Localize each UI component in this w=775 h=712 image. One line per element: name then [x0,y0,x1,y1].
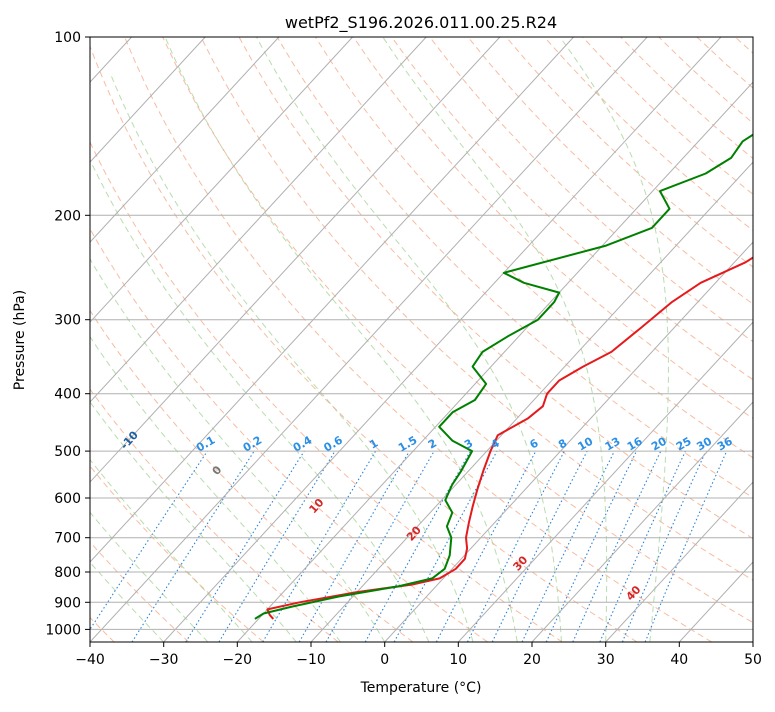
y-axis-label: Pressure (hPa) [12,290,28,390]
x-tick-label: −40 [75,652,105,668]
x-tick-label: 20 [523,652,541,668]
chart-title: wetPf2_S196.2026.011.00.25.R24 [285,13,557,33]
x-tick-label: −30 [149,652,179,668]
y-tick-label: 900 [54,595,81,611]
y-tick-label: 800 [54,565,81,581]
y-tick-label: 600 [54,491,81,507]
y-tick-label: 400 [54,387,81,403]
y-tick-label: 500 [54,444,81,460]
x-tick-label: 40 [670,652,688,668]
x-tick-label: 30 [597,652,615,668]
x-tick-label: −10 [296,652,326,668]
y-tick-label: 200 [54,208,81,224]
x-tick-label: 50 [744,652,762,668]
x-tick-label: 0 [380,652,389,668]
y-tick-label: 700 [54,531,81,547]
x-tick-label: −20 [223,652,253,668]
x-tick-label: 10 [449,652,467,668]
y-tick-label: 300 [54,313,81,329]
x-axis-label: Temperature (°C) [360,680,482,696]
y-tick-label: 100 [54,30,81,46]
y-tick-label: 1000 [45,622,81,638]
